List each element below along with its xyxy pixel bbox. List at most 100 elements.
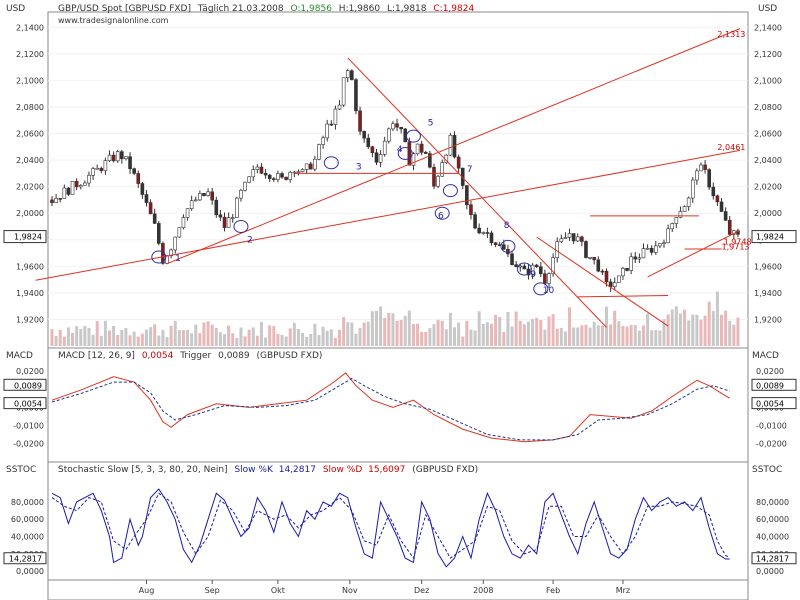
volume-bar (206, 321, 210, 346)
candle-body (341, 77, 346, 106)
candle-body (415, 143, 420, 155)
volume-bar (600, 325, 604, 346)
volume-bar (424, 331, 428, 346)
candle-body (333, 108, 338, 125)
volume-bar (305, 336, 309, 346)
x-tick-label: Mrz (616, 586, 630, 595)
price-tick-right: 2,1000 (754, 76, 782, 85)
candle-body (226, 217, 231, 228)
wave-marker (434, 206, 450, 220)
volume-bar (444, 329, 448, 346)
volume-bar (641, 325, 645, 346)
candle-body (387, 128, 391, 142)
volume-bar (321, 326, 325, 346)
candle-body (571, 233, 576, 242)
price-tick-left: 2,0200 (16, 183, 44, 192)
stoch-tick-right: 80,0000 (756, 498, 789, 507)
candle-body (350, 70, 354, 80)
price-tick-right: 2,0400 (754, 156, 782, 165)
price-tick-left: 2,0400 (16, 156, 44, 165)
volume-bar (518, 320, 522, 346)
candle-body (280, 173, 284, 178)
macd-current-left: 0,0054 (14, 400, 42, 409)
wave-label: 5 (428, 119, 434, 129)
volume-bar (255, 335, 259, 346)
candle-body (115, 151, 120, 162)
candle-body (202, 193, 206, 196)
volume-bar (728, 320, 732, 346)
volume-bar (563, 331, 567, 346)
candle-body (83, 182, 87, 186)
candle-body (686, 197, 691, 207)
volume-bar (251, 327, 255, 346)
volume-bar (420, 331, 424, 346)
candle-body (391, 123, 395, 130)
stoch-axis-label-left: SSTOC (6, 465, 36, 475)
macd-tick-left: -0,0200 (13, 440, 44, 449)
volume-bar (732, 324, 736, 346)
volume-bar (678, 313, 682, 346)
candle-body (690, 179, 695, 199)
volume-bar (531, 318, 535, 346)
candle-body (58, 198, 63, 200)
volume-bar (428, 328, 432, 346)
volume-bar (617, 321, 621, 346)
candle-body (345, 70, 350, 78)
volume-bar (66, 327, 70, 346)
price-axis: 2,1400 2,1400 2,1200 2,1200 2,1000 2,1000 2,08… (3, 23, 797, 324)
macd-line-trigger (51, 377, 730, 441)
volume-bar (436, 319, 440, 346)
volume-bar (354, 333, 358, 346)
candle-body (370, 146, 375, 154)
candle-body (411, 153, 416, 166)
volume-bar (186, 329, 190, 346)
candle-body (173, 236, 178, 251)
candle-body (662, 242, 666, 245)
volume-bar (116, 334, 120, 346)
macd-current-left: 0,0089 (14, 381, 42, 390)
volume-bar (165, 337, 169, 346)
stoch-tick-right: 60,0000 (756, 515, 789, 524)
stoch-line-k (51, 488, 730, 568)
low-value: L:1,9818 (387, 4, 427, 14)
volume-bar (453, 327, 457, 346)
candle-body (658, 243, 662, 247)
open-value: O:1,9856 (290, 4, 332, 14)
volume-bar (128, 335, 132, 346)
current-price-left: 1,9824 (14, 233, 42, 242)
candle-body (543, 273, 547, 284)
volume-bar (79, 329, 83, 346)
volume-bar (301, 332, 305, 346)
stoch-tick-left: 40,0000 (11, 533, 44, 542)
candle-body (325, 123, 330, 139)
volume-bar (379, 306, 383, 346)
time-axis (47, 579, 749, 600)
volume-bar (358, 327, 362, 346)
x-tick-label: Feb (546, 586, 560, 595)
volume-bar (194, 324, 198, 346)
candle-body (678, 211, 683, 218)
trend-line (647, 230, 741, 278)
price-panel (47, 11, 749, 349)
candle-body (251, 169, 256, 178)
trend-line (166, 28, 741, 265)
candle-body (612, 282, 617, 287)
volume-bar (218, 332, 222, 346)
volume-bar (514, 311, 518, 346)
volume-bars (50, 291, 740, 346)
candle-body (230, 217, 235, 219)
svg-text:Stochastic Slow [5, 3, 3, 80,: Stochastic Slow [5, 3, 3, 80, 20, Nein] … (58, 465, 478, 475)
trend-line (35, 149, 741, 281)
current-price-right: 1,9824 (756, 233, 784, 242)
volume-bar (465, 320, 469, 346)
volume-bar (325, 330, 329, 346)
price-tick-right: 2,0200 (754, 183, 782, 192)
candle-body (707, 169, 711, 188)
volume-bar (280, 334, 284, 346)
volume-bar (395, 321, 399, 346)
volume-bar (99, 335, 103, 346)
wave-label: 3 (356, 162, 362, 172)
candle-body (460, 167, 465, 186)
high-value: H:1,9860 (339, 4, 381, 14)
volume-bar (715, 291, 719, 346)
